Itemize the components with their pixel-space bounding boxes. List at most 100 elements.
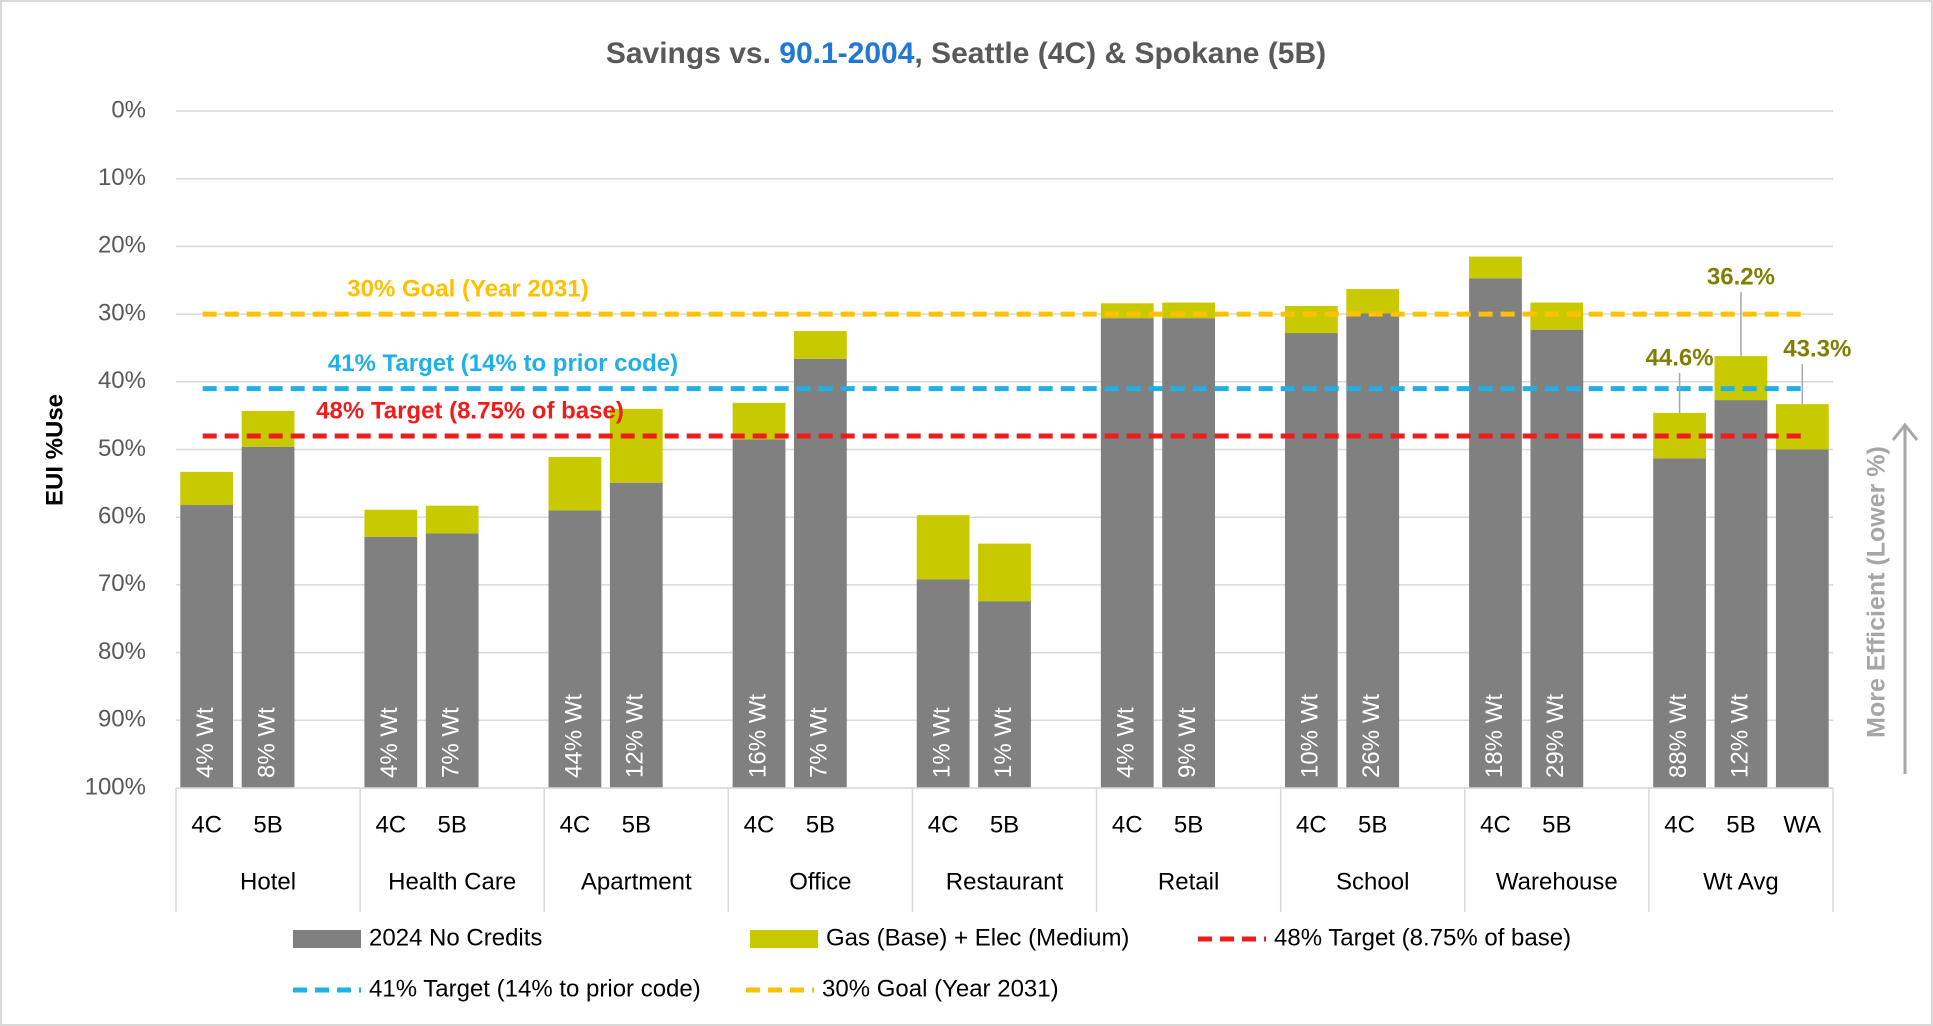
bar-segment (1469, 256, 1522, 279)
group-label: Office (789, 868, 851, 895)
bar-segment (364, 509, 418, 537)
legend-label: 41% Target (14% to prior code) (369, 975, 701, 1002)
bar-segment (241, 410, 295, 447)
group-label: Restaurant (946, 868, 1064, 895)
reference-label: 41% Target (14% to prior code) (328, 350, 678, 377)
bar-segment (425, 533, 479, 788)
weight-label: 44% Wt (560, 694, 587, 778)
x-tick-label: 4C (744, 811, 775, 838)
weight-label: 29% Wt (1542, 694, 1569, 778)
bar-segment (1653, 458, 1706, 788)
bar-segment (1775, 449, 1829, 788)
legend-label: Gas (Base) + Elec (Medium) (826, 924, 1129, 951)
group-label: Apartment (581, 868, 692, 895)
title-part: , Seattle (4C) & Spokane (5B) (914, 37, 1326, 70)
bar-segment (1284, 333, 1338, 788)
bar-segment (609, 482, 663, 788)
x-tick-label: 4C (1664, 811, 1695, 838)
weight-label: 26% Wt (1358, 694, 1385, 778)
y-axis-label: EUI %Use (41, 394, 68, 506)
x-tick-label: 4C (375, 811, 406, 838)
x-tick-label: 5B (806, 811, 835, 838)
legend-label: 30% Goal (Year 2031) (822, 975, 1059, 1002)
reference-label: 30% Goal (Year 2031) (347, 275, 588, 302)
bar-segment (425, 505, 479, 534)
bar-segment (1714, 400, 1768, 788)
x-tick-label: 5B (1542, 811, 1571, 838)
bar-segment (1714, 356, 1768, 401)
bar-segment (548, 456, 602, 511)
x-tick-label: 4C (1296, 811, 1327, 838)
y-tick-label: 80% (98, 638, 146, 665)
y-tick-label: 30% (98, 299, 146, 326)
x-tick-label: 5B (437, 811, 466, 838)
chart-title: Savings vs. 90.1-2004, Seattle (4C) & Sp… (606, 37, 1326, 70)
x-tick-label: 5B (622, 811, 651, 838)
legend-label: 2024 No Credits (369, 924, 542, 951)
bar-segment (732, 439, 786, 788)
y-tick-label: 60% (98, 503, 146, 530)
title-part: Savings vs. (606, 37, 779, 70)
weight-label: 18% Wt (1481, 694, 1508, 778)
bar-segment (1775, 404, 1829, 450)
x-tick-label: 5B (1358, 811, 1387, 838)
annotation: 44.6% (1646, 344, 1714, 371)
y-tick-label: 100% (85, 773, 146, 800)
x-tick-label: 4C (560, 811, 591, 838)
bar-segment (978, 543, 1031, 602)
weight-label: 88% Wt (1665, 694, 1692, 778)
arrow-head (1891, 422, 1919, 441)
annotation: 36.2% (1707, 263, 1775, 290)
bar-segment (609, 408, 663, 483)
x-tick-label: 4C (1480, 811, 1511, 838)
weight-label: 4% Wt (192, 707, 219, 778)
group-label: Retail (1158, 868, 1219, 895)
weight-label: 8% Wt (253, 707, 280, 778)
weight-label: 12% Wt (1726, 694, 1753, 778)
y-tick-label: 40% (98, 367, 146, 394)
bar-segment (916, 515, 970, 580)
reference-label: 48% Target (8.75% of base) (316, 397, 624, 424)
title-part: 90.1-2004 (779, 37, 914, 70)
weight-label: 4% Wt (1113, 707, 1140, 778)
bar-segment (548, 510, 602, 788)
x-tick-label: 5B (990, 811, 1019, 838)
weight-label: 10% Wt (1297, 694, 1324, 778)
bar-segment (1469, 278, 1522, 788)
y-tick-label: 0% (111, 96, 146, 123)
group-label: Health Care (388, 868, 516, 895)
group-label: Wt Avg (1703, 868, 1779, 895)
bar-segment (916, 579, 970, 788)
side-note: More Efficient (Lower %) (1863, 446, 1891, 738)
legend-swatch (293, 930, 361, 948)
bar-segment (180, 471, 234, 506)
bar-segment (1530, 329, 1584, 788)
weight-label: 1% Wt (990, 707, 1017, 778)
x-tick-label: 5B (253, 811, 282, 838)
y-tick-label: 20% (98, 232, 146, 259)
y-tick-label: 50% (98, 435, 146, 462)
bar-segment (241, 446, 295, 788)
group-label: Warehouse (1496, 868, 1618, 895)
weight-label: 1% Wt (928, 707, 955, 778)
bar-segment (1346, 289, 1400, 314)
weight-label: 16% Wt (744, 694, 771, 778)
bar-segment (364, 536, 418, 788)
weight-label: 7% Wt (438, 707, 465, 778)
y-tick-label: 10% (98, 164, 146, 191)
weight-label: 7% Wt (806, 707, 833, 778)
weight-label: 9% Wt (1174, 707, 1201, 778)
weight-label: 4% Wt (376, 707, 403, 778)
weight-label: 12% Wt (622, 694, 649, 778)
x-tick-label: 4C (191, 811, 222, 838)
x-tick-label: 5B (1726, 811, 1755, 838)
y-tick-label: 70% (98, 570, 146, 597)
bar-segment (1162, 318, 1216, 788)
bar-segment (732, 402, 786, 440)
group-label: School (1336, 868, 1409, 895)
legend-swatch (750, 930, 818, 948)
bar-segment (793, 358, 847, 788)
bar-segment (1100, 318, 1154, 788)
bar-segment (180, 505, 234, 788)
